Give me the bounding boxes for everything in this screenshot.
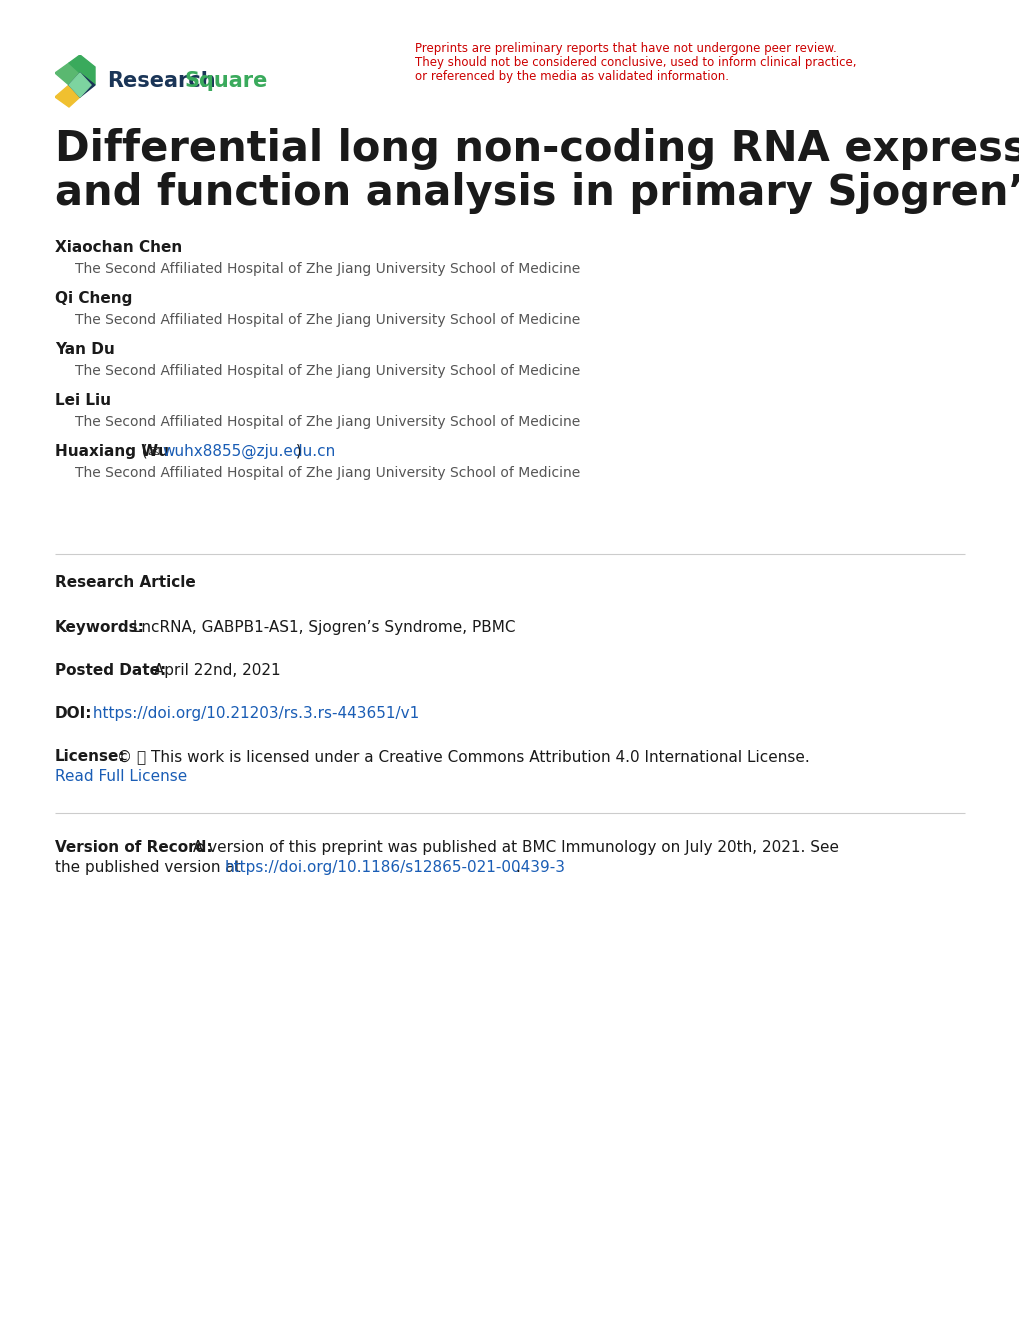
- Text: Posted Date:: Posted Date:: [55, 663, 166, 678]
- Text: https://doi.org/10.1186/s12865-021-00439-3: https://doi.org/10.1186/s12865-021-00439…: [225, 861, 566, 875]
- Text: Version of Record:: Version of Record:: [55, 840, 212, 855]
- Polygon shape: [55, 63, 79, 84]
- Text: License:: License:: [55, 748, 125, 764]
- Text: A version of this preprint was published at BMC Immunology on July 20th, 2021. S: A version of this preprint was published…: [187, 840, 839, 855]
- Text: ): ): [290, 444, 302, 459]
- Text: Square: Square: [184, 71, 268, 91]
- Text: wuhx8855@zju.edu.cn: wuhx8855@zju.edu.cn: [162, 444, 335, 459]
- Polygon shape: [69, 73, 91, 96]
- Text: The Second Affiliated Hospital of Zhe Jiang University School of Medicine: The Second Affiliated Hospital of Zhe Ji…: [75, 466, 580, 480]
- Text: April 22nd, 2021: April 22nd, 2021: [149, 663, 280, 678]
- Text: The Second Affiliated Hospital of Zhe Jiang University School of Medicine: The Second Affiliated Hospital of Zhe Ji…: [75, 313, 580, 327]
- Text: Research: Research: [107, 71, 215, 91]
- Text: Yan Du: Yan Du: [55, 342, 115, 356]
- Text: or referenced by the media as validated information.: or referenced by the media as validated …: [415, 70, 729, 83]
- Polygon shape: [69, 73, 95, 96]
- Text: © ⓘ This work is licensed under a Creative Commons Attribution 4.0 International: © ⓘ This work is licensed under a Creati…: [112, 748, 809, 764]
- Text: Differential long non-coding RNA expression profile: Differential long non-coding RNA express…: [55, 128, 1019, 170]
- Text: The Second Affiliated Hospital of Zhe Jiang University School of Medicine: The Second Affiliated Hospital of Zhe Ji…: [75, 261, 580, 276]
- Text: The Second Affiliated Hospital of Zhe Jiang University School of Medicine: The Second Affiliated Hospital of Zhe Ji…: [75, 364, 580, 378]
- Polygon shape: [55, 84, 79, 107]
- Text: Keywords:: Keywords:: [55, 620, 145, 635]
- Text: https://doi.org/10.21203/rs.3.rs-443651/v1: https://doi.org/10.21203/rs.3.rs-443651/…: [88, 706, 419, 721]
- Text: Read Full License: Read Full License: [55, 770, 187, 784]
- Text: Research Article: Research Article: [55, 576, 196, 590]
- Text: Xiaochan Chen: Xiaochan Chen: [55, 240, 182, 255]
- Text: Qi Cheng: Qi Cheng: [55, 290, 132, 306]
- Text: LncRNA, GABPB1-AS1, Sjogren’s Syndrome, PBMC: LncRNA, GABPB1-AS1, Sjogren’s Syndrome, …: [127, 620, 515, 635]
- Text: (✉: (✉: [131, 444, 165, 459]
- Text: DOI:: DOI:: [55, 706, 93, 721]
- Text: the published version at: the published version at: [55, 861, 246, 875]
- Text: They should not be considered conclusive, used to inform clinical practice,: They should not be considered conclusive…: [415, 55, 856, 69]
- Text: .: .: [515, 861, 520, 875]
- Text: Huaxiang Wu: Huaxiang Wu: [55, 444, 169, 459]
- Text: Preprints are preliminary reports that have not undergone peer review.: Preprints are preliminary reports that h…: [415, 42, 836, 55]
- Text: Lei Liu: Lei Liu: [55, 393, 111, 408]
- Text: The Second Affiliated Hospital of Zhe Jiang University School of Medicine: The Second Affiliated Hospital of Zhe Ji…: [75, 414, 580, 429]
- Polygon shape: [69, 55, 95, 84]
- Text: and function analysis in primary Sjogren’s syndrome: and function analysis in primary Sjogren…: [55, 172, 1019, 214]
